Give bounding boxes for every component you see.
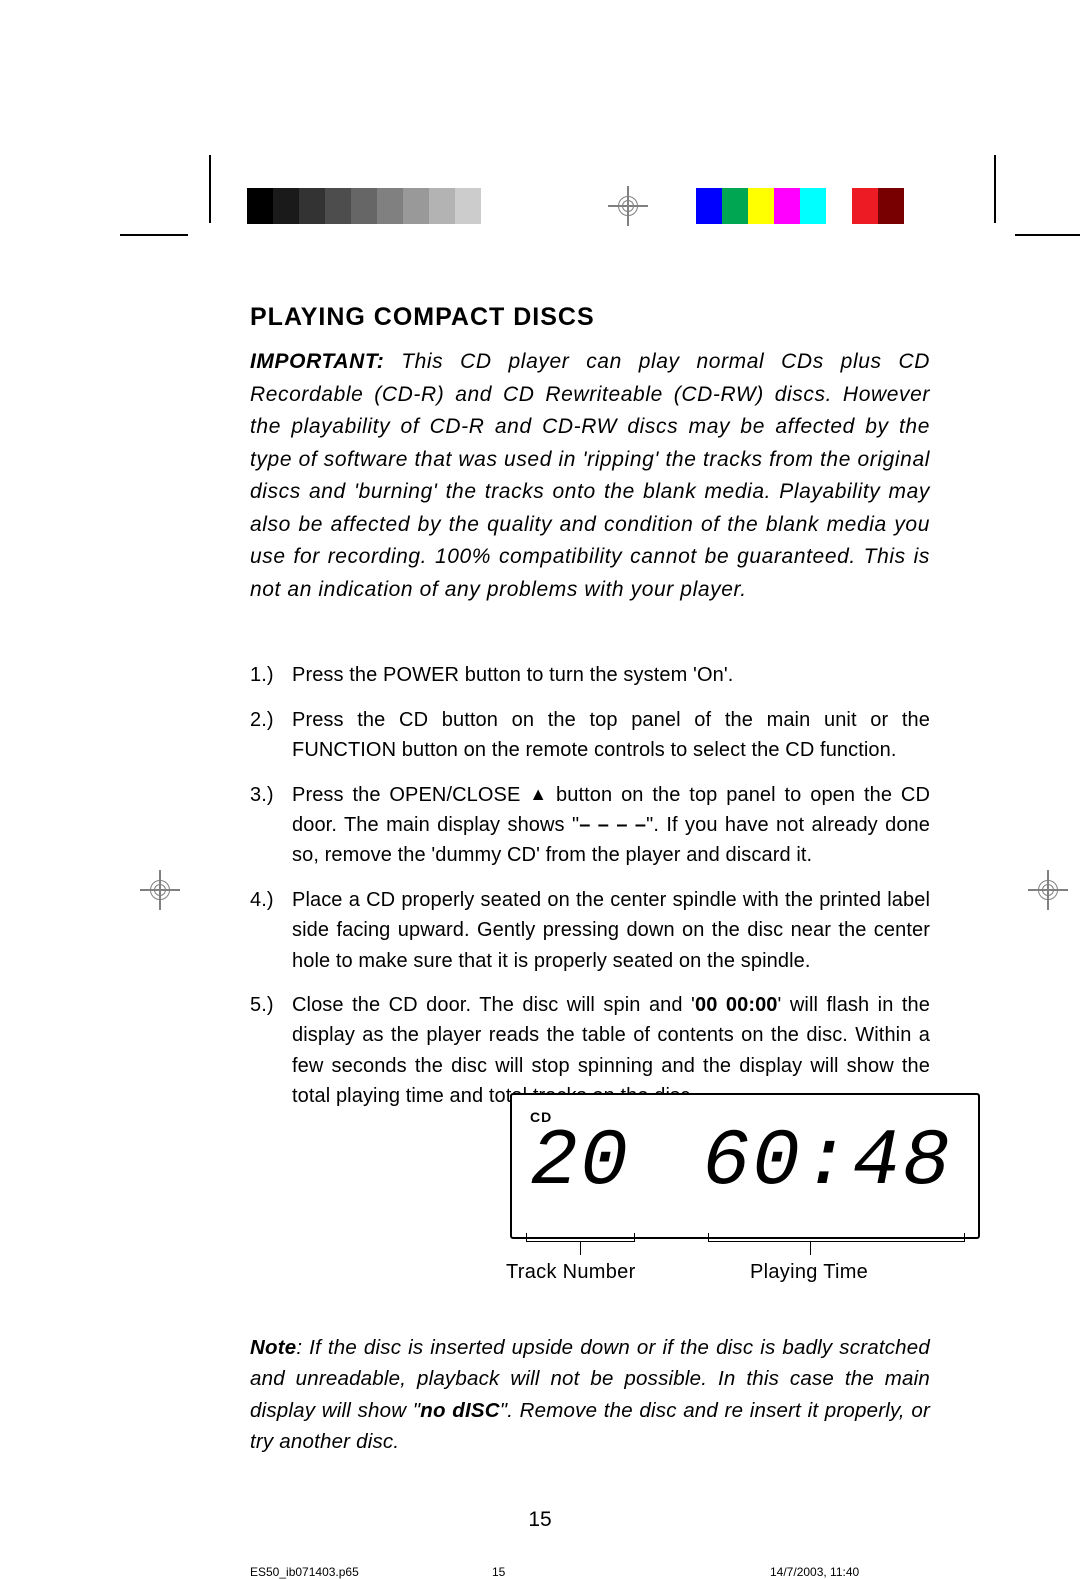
- playing-time-label: Playing Time: [750, 1261, 868, 1284]
- lcd-playing-time: 60:48: [702, 1117, 952, 1208]
- swatch: [481, 188, 507, 224]
- swatch: [826, 188, 852, 224]
- step-3: Press the OPEN/CLOSE ▲ button on the top…: [250, 780, 930, 871]
- registration-mark-icon: [608, 186, 648, 226]
- page-title: PLAYING COMPACT DISCS: [250, 303, 930, 332]
- lcd-display: CD 20 60:48: [510, 1093, 980, 1239]
- swatch: [852, 188, 878, 224]
- step-text: Press the OPEN/CLOSE: [292, 784, 529, 806]
- steps-list: Press the POWER button to turn the syste…: [250, 660, 930, 1111]
- cropmark: [1015, 234, 1080, 236]
- callout-line: [526, 1233, 527, 1242]
- cropmark: [120, 234, 188, 236]
- swatch: [429, 188, 455, 224]
- swatch: [273, 188, 299, 224]
- swatch: [377, 188, 403, 224]
- swatch: [351, 188, 377, 224]
- callout-line: [708, 1241, 964, 1242]
- registration-mark-icon: [1028, 870, 1068, 910]
- callout-line: [580, 1241, 581, 1255]
- step-2: Press the CD button on the top panel of …: [250, 705, 930, 766]
- note-paragraph: Note: If the disc is inserted upside dow…: [250, 1332, 930, 1457]
- footer-page: 15: [492, 1565, 505, 1579]
- swatch: [878, 188, 904, 224]
- page: PLAYING COMPACT DISCS IMPORTANT: This CD…: [0, 0, 1080, 1528]
- eject-icon: ▲: [529, 781, 547, 808]
- swatch: [800, 188, 826, 224]
- note-label: Note: [250, 1336, 296, 1359]
- callout-line: [634, 1233, 635, 1242]
- footer-datetime: 14/7/2003, 11:40: [770, 1565, 859, 1579]
- lcd-figure: CD 20 60:48 Track Number Playing Time: [510, 1093, 980, 1239]
- content-column: PLAYING COMPACT DISCS IMPORTANT: This CD…: [250, 303, 930, 1125]
- swatch: [748, 188, 774, 224]
- important-note: IMPORTANT: This CD player can play norma…: [250, 346, 930, 606]
- step-text: Press the POWER button to turn the syste…: [292, 664, 733, 686]
- swatch: [299, 188, 325, 224]
- swatch: [247, 188, 273, 224]
- swatch: [325, 188, 351, 224]
- callout-line: [810, 1241, 811, 1255]
- callout-line: [708, 1233, 709, 1242]
- registration-mark-icon: [140, 870, 180, 910]
- step-text: Place a CD properly seated on the center…: [292, 889, 930, 972]
- cropmark: [994, 155, 996, 223]
- lcd-track-number: 20: [530, 1117, 630, 1208]
- no-disc-text: no dISC: [420, 1399, 500, 1422]
- important-text: This CD player can play normal CDs plus …: [250, 350, 930, 601]
- dash-placeholder: – – – –: [579, 814, 646, 836]
- swatch: [722, 188, 748, 224]
- step-4: Place a CD properly seated on the center…: [250, 885, 930, 976]
- step-text: Press the CD button on the top panel of …: [292, 709, 930, 761]
- track-number-label: Track Number: [506, 1261, 636, 1284]
- display-value: 00 00:00: [695, 994, 778, 1016]
- swatch: [696, 188, 722, 224]
- swatch: [455, 188, 481, 224]
- callout-line: [964, 1233, 965, 1242]
- step-1: Press the POWER button to turn the syste…: [250, 660, 930, 690]
- swatch: [403, 188, 429, 224]
- footer-filename: ES50_ib071403.p65: [250, 1565, 359, 1579]
- step-text: Close the CD door. The disc will spin an…: [292, 994, 695, 1016]
- important-label: IMPORTANT:: [250, 350, 384, 373]
- cropmark: [209, 155, 211, 223]
- page-number: 15: [0, 1508, 1080, 1532]
- swatch: [774, 188, 800, 224]
